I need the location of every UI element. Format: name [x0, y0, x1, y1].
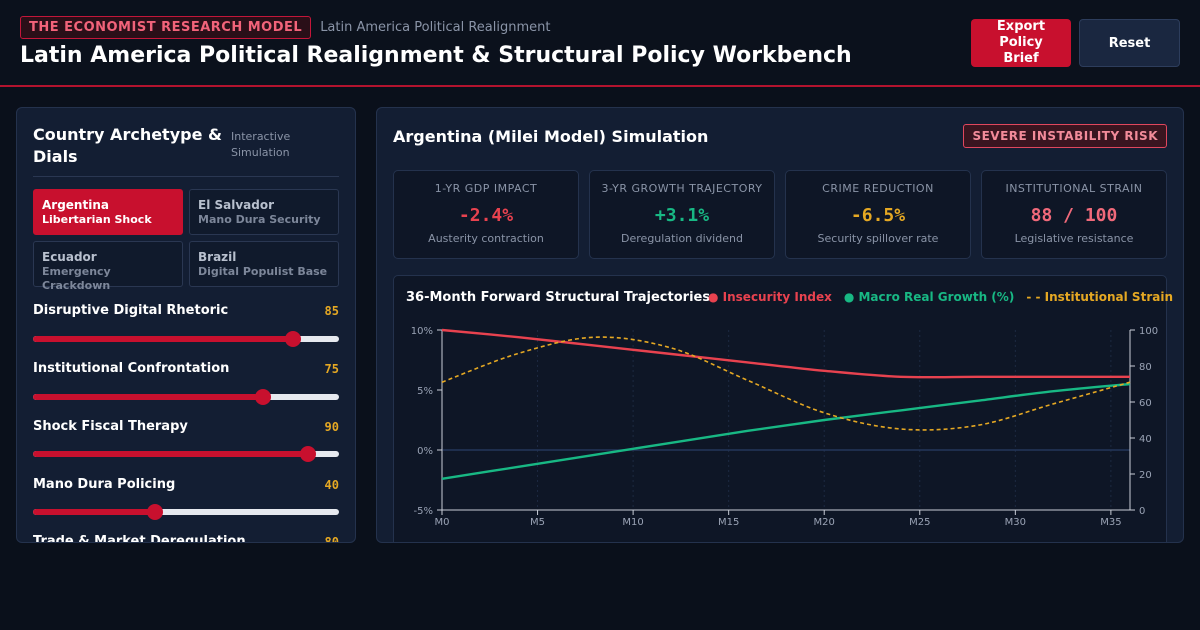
series-line-1 — [441, 382, 1131, 480]
archetype-desc: Emergency Crackdown — [42, 265, 111, 292]
archetype-brazil[interactable]: Brazil Digital Populist Base — [189, 241, 339, 287]
kpi-card-crime-reduction: CRIME REDUCTION -6.5% Security spillover… — [785, 170, 971, 259]
simulation-panel: Argentina (Milei Model) Simulation SEVER… — [376, 107, 1184, 543]
y-right-tick-label: 0 — [1139, 506, 1145, 517]
kpi-label: CRIME REDUCTION — [822, 182, 934, 195]
slider-shock-fiscal-therapy[interactable] — [33, 446, 339, 462]
x-tick-label: M30 — [1005, 517, 1026, 528]
slider-digital-rhetoric[interactable] — [33, 331, 339, 347]
slider-fill — [33, 394, 263, 400]
dial-value-mano-dura-policing: 40 — [324, 478, 339, 492]
x-tick-label: M10 — [622, 517, 643, 528]
app-header: THE ECONOMIST RESEARCH MODEL Latin Ameri… — [0, 0, 1200, 87]
trajectory-chart: -5% 0% 5% 10% 0 20 40 60 80 100 M0 M5 M10 M15 M20 M25 M3… — [411, 326, 1158, 528]
y-left-tick-label: 10% — [411, 326, 433, 337]
y-right-tick-label: 60 — [1139, 398, 1152, 409]
archetype-ecuador[interactable]: Ecuador Emergency Crackdown — [33, 241, 183, 292]
slider-fill — [33, 336, 294, 342]
series-line-0 — [441, 328, 1130, 379]
brand-badge: THE ECONOMIST RESEARCH MODEL — [20, 16, 312, 39]
kpi-note: Deregulation dividend — [621, 232, 743, 245]
y-right-tick-label: 100 — [1139, 326, 1158, 337]
chart-title: 36-Month Forward Structural Trajectories — [406, 290, 711, 305]
breadcrumb[interactable]: Latin America Political Realignment — [320, 20, 551, 35]
tagline: THE ECONOMIST RESEARCH MODEL Latin Ameri… — [20, 16, 550, 39]
panel-subtitle: Interactive Simulation — [231, 130, 291, 159]
archetype-desc: Libertarian Shock — [42, 213, 152, 226]
archetype-desc: Digital Populist Base — [198, 265, 328, 278]
dial-label-trade-deregulation: Trade & Market Deregulation — [33, 534, 246, 543]
legend-item-1: ● Macro Real Growth (%) — [843, 290, 1015, 304]
kpi-value: -2.4% — [458, 205, 514, 226]
y-right-tick-label: 40 — [1139, 434, 1152, 445]
slider-thumb[interactable] — [147, 504, 164, 520]
slider-mano-dura-policing[interactable] — [33, 504, 339, 520]
slider-fill — [33, 509, 156, 515]
dial-label-shock-fiscal-therapy: Shock Fiscal Therapy — [33, 419, 188, 434]
dial-value-digital-rhetoric: 85 — [324, 304, 339, 318]
dial-label-digital-rhetoric: Disruptive Digital Rhetoric — [33, 303, 229, 318]
y-right-tick-label: 80 — [1139, 362, 1152, 373]
country-archetype-panel: Country Archetype & Dials Interactive Si… — [16, 107, 356, 543]
slider-institutional-confrontation[interactable] — [33, 389, 339, 405]
panel-title: Country Archetype & Dials — [33, 125, 222, 166]
x-tick-label: M20 — [814, 517, 835, 528]
archetype-el-salvador[interactable]: El Salvador Mano Dura Security — [189, 189, 339, 235]
dial-label-institutional-confrontation: Institutional Confrontation — [33, 361, 230, 376]
reset-button[interactable]: Reset — [1079, 19, 1180, 67]
kpi-card-gdp-impact: 1-YR GDP IMPACT -2.4% Austerity contract… — [393, 170, 579, 259]
slider-thumb[interactable] — [300, 446, 317, 462]
y-left-tick-label: 5% — [417, 386, 433, 397]
page-title: Latin America Political Realignment & St… — [20, 43, 852, 68]
kpi-note: Security spillover rate — [817, 232, 939, 245]
export-policy-brief-button[interactable]: Export Policy Brief — [971, 19, 1071, 67]
y-left-tick-label: -5% — [414, 506, 433, 517]
kpi-card-growth-trajectory: 3-YR GROWTH TRAJECTORY +3.1% Deregulatio… — [589, 170, 775, 259]
kpi-value: +3.1% — [654, 205, 710, 226]
dial-value-trade-deregulation: 80 — [324, 535, 339, 543]
legend-item-2: - - Institutional Strain — [1026, 290, 1173, 304]
x-tick-label: M5 — [530, 517, 545, 528]
dial-value-shock-fiscal-therapy: 90 — [324, 420, 339, 434]
simulation-title: Argentina (Milei Model) Simulation — [393, 127, 709, 146]
archetype-desc: Mano Dura Security — [198, 213, 321, 226]
slider-thumb[interactable] — [254, 389, 271, 405]
kpi-label: INSTITUTIONAL STRAIN — [1005, 182, 1143, 195]
slider-fill — [33, 451, 309, 457]
y-right-tick-label: 20 — [1139, 470, 1152, 481]
dial-value-institutional-confrontation: 75 — [324, 362, 339, 376]
kpi-value: -6.5% — [850, 205, 906, 226]
kpi-value: 88 / 100 — [1030, 205, 1118, 226]
divider — [33, 176, 339, 177]
dial-label-mano-dura-policing: Mano Dura Policing — [33, 477, 176, 492]
kpi-note: Legislative resistance — [1014, 232, 1134, 245]
archetype-name: Argentina — [42, 198, 109, 212]
x-tick-label: M25 — [909, 517, 930, 528]
archetype-name: El Salvador — [198, 198, 275, 212]
x-tick-label: M0 — [435, 517, 450, 528]
series-line-2 — [441, 336, 1131, 431]
x-tick-label: M15 — [718, 517, 739, 528]
archetype-name: Ecuador — [42, 250, 97, 264]
legend-item-0: ● Insecurity Index — [708, 290, 832, 304]
x-tick-label: M35 — [1100, 517, 1121, 528]
kpi-card-institutional-strain: INSTITUTIONAL STRAIN 88 / 100 Legislativ… — [981, 170, 1167, 259]
y-left-tick-label: 0% — [417, 446, 433, 457]
archetype-name: Brazil — [198, 250, 237, 264]
archetype-argentina[interactable]: Argentina Libertarian Shock — [33, 189, 183, 235]
risk-badge: SEVERE INSTABILITY RISK — [963, 124, 1167, 148]
kpi-label: 3-YR GROWTH TRAJECTORY — [601, 182, 763, 195]
kpi-note: Austerity contraction — [428, 232, 544, 245]
trajectory-chart-card: -5% 0% 5% 10% 0 20 40 60 80 100 M0 M5 M10 M15 M20 M25 M3… — [393, 275, 1173, 542]
slider-thumb[interactable] — [285, 331, 302, 347]
kpi-label: 1-YR GDP IMPACT — [434, 182, 538, 195]
chart-legend: ● Insecurity Index ● Macro Real Growth (%… — [708, 290, 1173, 304]
